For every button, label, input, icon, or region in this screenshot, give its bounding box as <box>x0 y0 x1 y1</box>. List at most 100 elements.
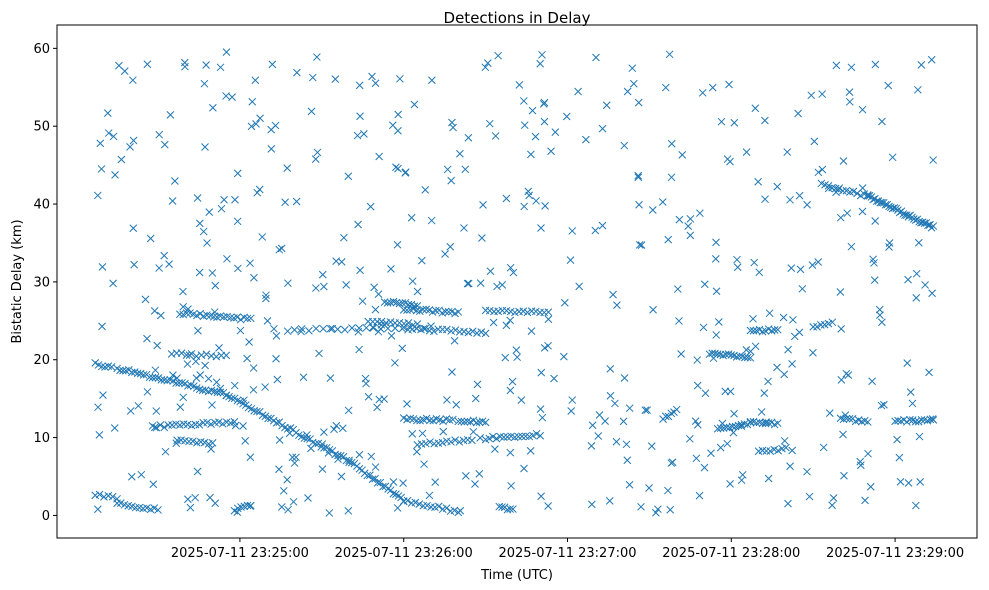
data-point-marker <box>526 447 535 455</box>
data-point-marker <box>506 263 515 272</box>
data-point-marker <box>368 475 377 484</box>
data-point-marker <box>712 331 721 339</box>
data-point-marker <box>428 76 436 85</box>
data-point-marker <box>126 143 134 151</box>
data-point-marker <box>707 449 715 458</box>
data-point-marker <box>292 197 301 206</box>
data-point-marker <box>152 423 161 432</box>
data-point-marker <box>392 163 400 172</box>
data-point-marker <box>408 277 417 286</box>
data-point-marker <box>192 374 201 382</box>
data-point-marker <box>839 157 848 165</box>
data-point-marker <box>383 299 392 307</box>
data-point-marker <box>209 312 218 321</box>
data-point-marker <box>527 327 536 336</box>
data-point-marker <box>211 281 220 290</box>
data-point-marker <box>412 447 421 456</box>
data-point-marker <box>506 448 515 457</box>
data-point-marker <box>422 305 431 314</box>
data-point-marker <box>550 374 558 383</box>
data-point-marker <box>443 165 452 174</box>
data-point-marker <box>354 327 363 336</box>
data-point-marker <box>491 445 499 453</box>
data-point-marker <box>415 500 424 508</box>
data-point-marker <box>858 184 867 192</box>
data-point-marker <box>529 431 537 440</box>
data-point-marker <box>115 61 123 70</box>
data-point-marker <box>765 309 774 318</box>
data-point-marker <box>281 198 289 207</box>
data-point-marker <box>376 478 385 487</box>
data-point-marker <box>847 242 856 251</box>
data-point-marker <box>129 224 138 233</box>
data-point-marker <box>746 326 755 335</box>
data-point-marker <box>272 354 280 363</box>
data-point-marker <box>819 443 828 452</box>
data-point-marker <box>925 368 933 377</box>
data-point-marker <box>387 264 395 273</box>
data-point-marker <box>358 297 367 306</box>
data-point-marker <box>195 420 204 429</box>
data-point-marker <box>283 475 292 484</box>
data-point-marker <box>216 63 225 72</box>
data-point-marker <box>613 301 621 309</box>
data-point-marker <box>912 294 921 302</box>
data-point-marker <box>413 302 422 310</box>
data-point-marker <box>718 419 727 428</box>
data-point-marker <box>311 155 320 163</box>
data-point-marker <box>393 504 402 512</box>
data-point-marker <box>742 346 751 354</box>
data-point-marker <box>116 499 125 507</box>
data-point-marker <box>832 61 841 70</box>
data-point-marker <box>544 502 552 510</box>
data-point-marker <box>920 219 929 228</box>
data-point-marker <box>154 506 162 514</box>
data-point-marker <box>233 217 242 226</box>
data-point-marker <box>156 311 165 320</box>
data-point-marker <box>485 434 494 443</box>
data-point-marker <box>750 258 759 267</box>
data-point-marker <box>246 453 255 462</box>
data-point-marker <box>808 261 817 269</box>
data-point-marker <box>481 63 490 72</box>
data-point-marker <box>246 502 255 511</box>
data-point-marker <box>373 403 381 412</box>
data-point-marker <box>788 360 796 368</box>
data-point-marker <box>606 391 615 400</box>
data-point-marker <box>575 282 584 291</box>
data-point-marker <box>434 502 443 511</box>
data-point-marker <box>203 418 212 427</box>
data-point-marker <box>236 315 245 324</box>
data-point-marker <box>448 368 456 376</box>
data-point-marker <box>824 181 833 190</box>
data-point-marker <box>207 445 215 453</box>
data-point-marker <box>692 454 701 463</box>
data-point-marker <box>389 489 398 498</box>
data-point-marker <box>625 480 634 489</box>
data-point-marker <box>419 305 427 314</box>
data-point-marker <box>661 412 670 421</box>
data-point-marker <box>397 493 405 502</box>
data-point-marker <box>208 269 217 277</box>
data-point-marker <box>356 266 364 275</box>
data-point-marker <box>884 81 893 90</box>
data-point-marker <box>904 275 912 284</box>
data-point-marker <box>213 388 222 397</box>
data-point-marker <box>273 375 282 384</box>
data-point-marker <box>412 416 421 425</box>
data-point-marker <box>667 459 676 467</box>
data-point-marker <box>328 324 337 333</box>
data-point-marker <box>611 399 619 408</box>
data-point-marker <box>374 290 383 298</box>
data-point-marker <box>430 327 438 336</box>
data-point-marker <box>536 59 545 68</box>
data-point-marker <box>686 231 695 240</box>
data-point-marker <box>208 438 217 447</box>
data-point-marker <box>463 279 472 288</box>
data-point-marker <box>236 326 245 335</box>
data-point-marker <box>348 324 356 332</box>
data-point-marker <box>255 185 264 194</box>
data-point-marker <box>717 117 726 126</box>
data-point-marker <box>494 51 502 60</box>
data-point-marker <box>155 264 163 272</box>
